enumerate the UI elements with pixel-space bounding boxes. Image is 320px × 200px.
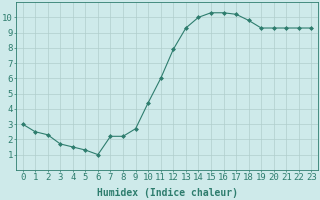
X-axis label: Humidex (Indice chaleur): Humidex (Indice chaleur) <box>97 188 237 198</box>
